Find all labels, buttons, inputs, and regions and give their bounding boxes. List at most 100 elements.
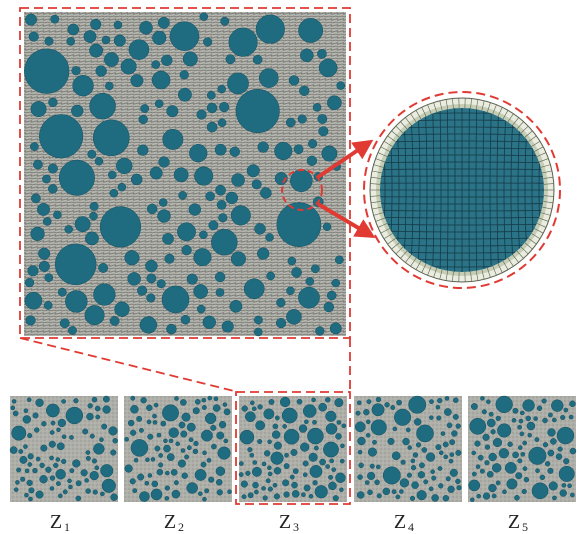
aggregate — [86, 450, 90, 454]
aggregate — [177, 223, 195, 241]
aggregate — [272, 431, 280, 439]
aggregate — [252, 467, 261, 476]
aggregate — [60, 319, 69, 328]
aggregate — [417, 490, 427, 500]
aggregate — [299, 86, 309, 96]
aggregate — [226, 55, 235, 64]
aggregate — [36, 457, 40, 461]
aggregate — [520, 411, 524, 415]
aggregate — [199, 231, 207, 239]
aggregate — [385, 402, 390, 407]
aggregate — [110, 316, 119, 325]
aggregate — [409, 396, 426, 413]
aggregate — [456, 450, 462, 456]
aggregate — [165, 471, 169, 475]
aggregate — [304, 485, 310, 491]
aggregate — [128, 420, 134, 426]
aggregate — [475, 441, 481, 447]
aggregate — [411, 459, 415, 463]
aggregate — [217, 489, 223, 495]
aggregate — [444, 455, 448, 459]
aggregate — [276, 298, 285, 307]
aggregate — [211, 444, 216, 449]
aggregate — [407, 473, 412, 478]
aggregate — [560, 490, 567, 497]
aggregate — [314, 446, 318, 450]
aggregate — [496, 396, 513, 413]
aggregate — [319, 403, 327, 411]
aggregate — [134, 458, 138, 462]
aggregate — [299, 18, 323, 42]
aggregate — [92, 459, 97, 464]
specimen-subscript: 3 — [293, 520, 299, 534]
aggregate — [391, 405, 395, 409]
aggregate — [274, 442, 282, 450]
aggregate — [121, 59, 136, 74]
aggregate — [291, 482, 297, 488]
aggregate — [487, 471, 493, 477]
aggregate — [416, 425, 433, 442]
aggregate — [337, 420, 341, 424]
aggregate — [535, 469, 539, 473]
aggregate — [221, 17, 229, 25]
aggregate — [194, 167, 213, 186]
aggregate — [180, 70, 189, 79]
aggregate — [133, 488, 137, 492]
aggregate — [259, 69, 278, 88]
aggregate — [169, 439, 173, 443]
aggregate — [410, 496, 415, 501]
aggregate — [327, 96, 341, 110]
aggregate — [218, 85, 226, 93]
aggregate — [284, 463, 289, 468]
aggregate — [104, 52, 118, 66]
aggregate — [210, 425, 216, 431]
aggregate — [100, 464, 113, 477]
aggregate — [25, 278, 34, 287]
aggregate — [569, 415, 573, 419]
aggregate — [275, 416, 279, 420]
aggregate — [451, 431, 457, 437]
aggregate — [340, 459, 344, 463]
aggregate — [90, 93, 116, 119]
aggregate — [232, 173, 245, 186]
aggregate — [137, 286, 147, 296]
aggregate — [217, 200, 226, 209]
aggregate — [145, 260, 157, 272]
aggregate — [195, 469, 206, 480]
aggregate — [157, 279, 165, 287]
aggregate — [130, 430, 136, 436]
aggregate — [326, 411, 337, 422]
aggregate — [176, 442, 180, 446]
aggregate — [43, 217, 51, 225]
aggregate — [478, 455, 483, 460]
aggregate — [45, 274, 53, 282]
aggregate — [301, 493, 305, 497]
aggregate — [291, 267, 301, 277]
aggregate — [203, 38, 212, 47]
aggregate — [342, 424, 346, 428]
aggregate — [292, 490, 299, 497]
specimen-subscript: 1 — [64, 520, 70, 534]
aggregate — [245, 412, 255, 422]
aggregate — [189, 438, 193, 442]
aggregate — [12, 399, 16, 403]
aggregate — [201, 462, 206, 467]
aggregate — [400, 478, 409, 487]
aggregate — [202, 405, 206, 409]
aggregate — [392, 489, 396, 493]
aggregate — [25, 469, 29, 473]
aggregate — [20, 456, 27, 463]
aggregate — [268, 472, 272, 476]
aggregate — [136, 416, 141, 421]
aggregate — [68, 326, 76, 334]
aggregate — [128, 272, 141, 285]
aggregate — [274, 142, 292, 160]
aggregate — [280, 397, 290, 407]
aggregate — [543, 418, 548, 423]
aggregate — [163, 445, 170, 452]
aggregate — [396, 400, 401, 405]
aggregate — [153, 420, 157, 424]
aggregate — [446, 476, 451, 481]
aggregate — [231, 252, 246, 267]
aggregate — [165, 486, 170, 491]
